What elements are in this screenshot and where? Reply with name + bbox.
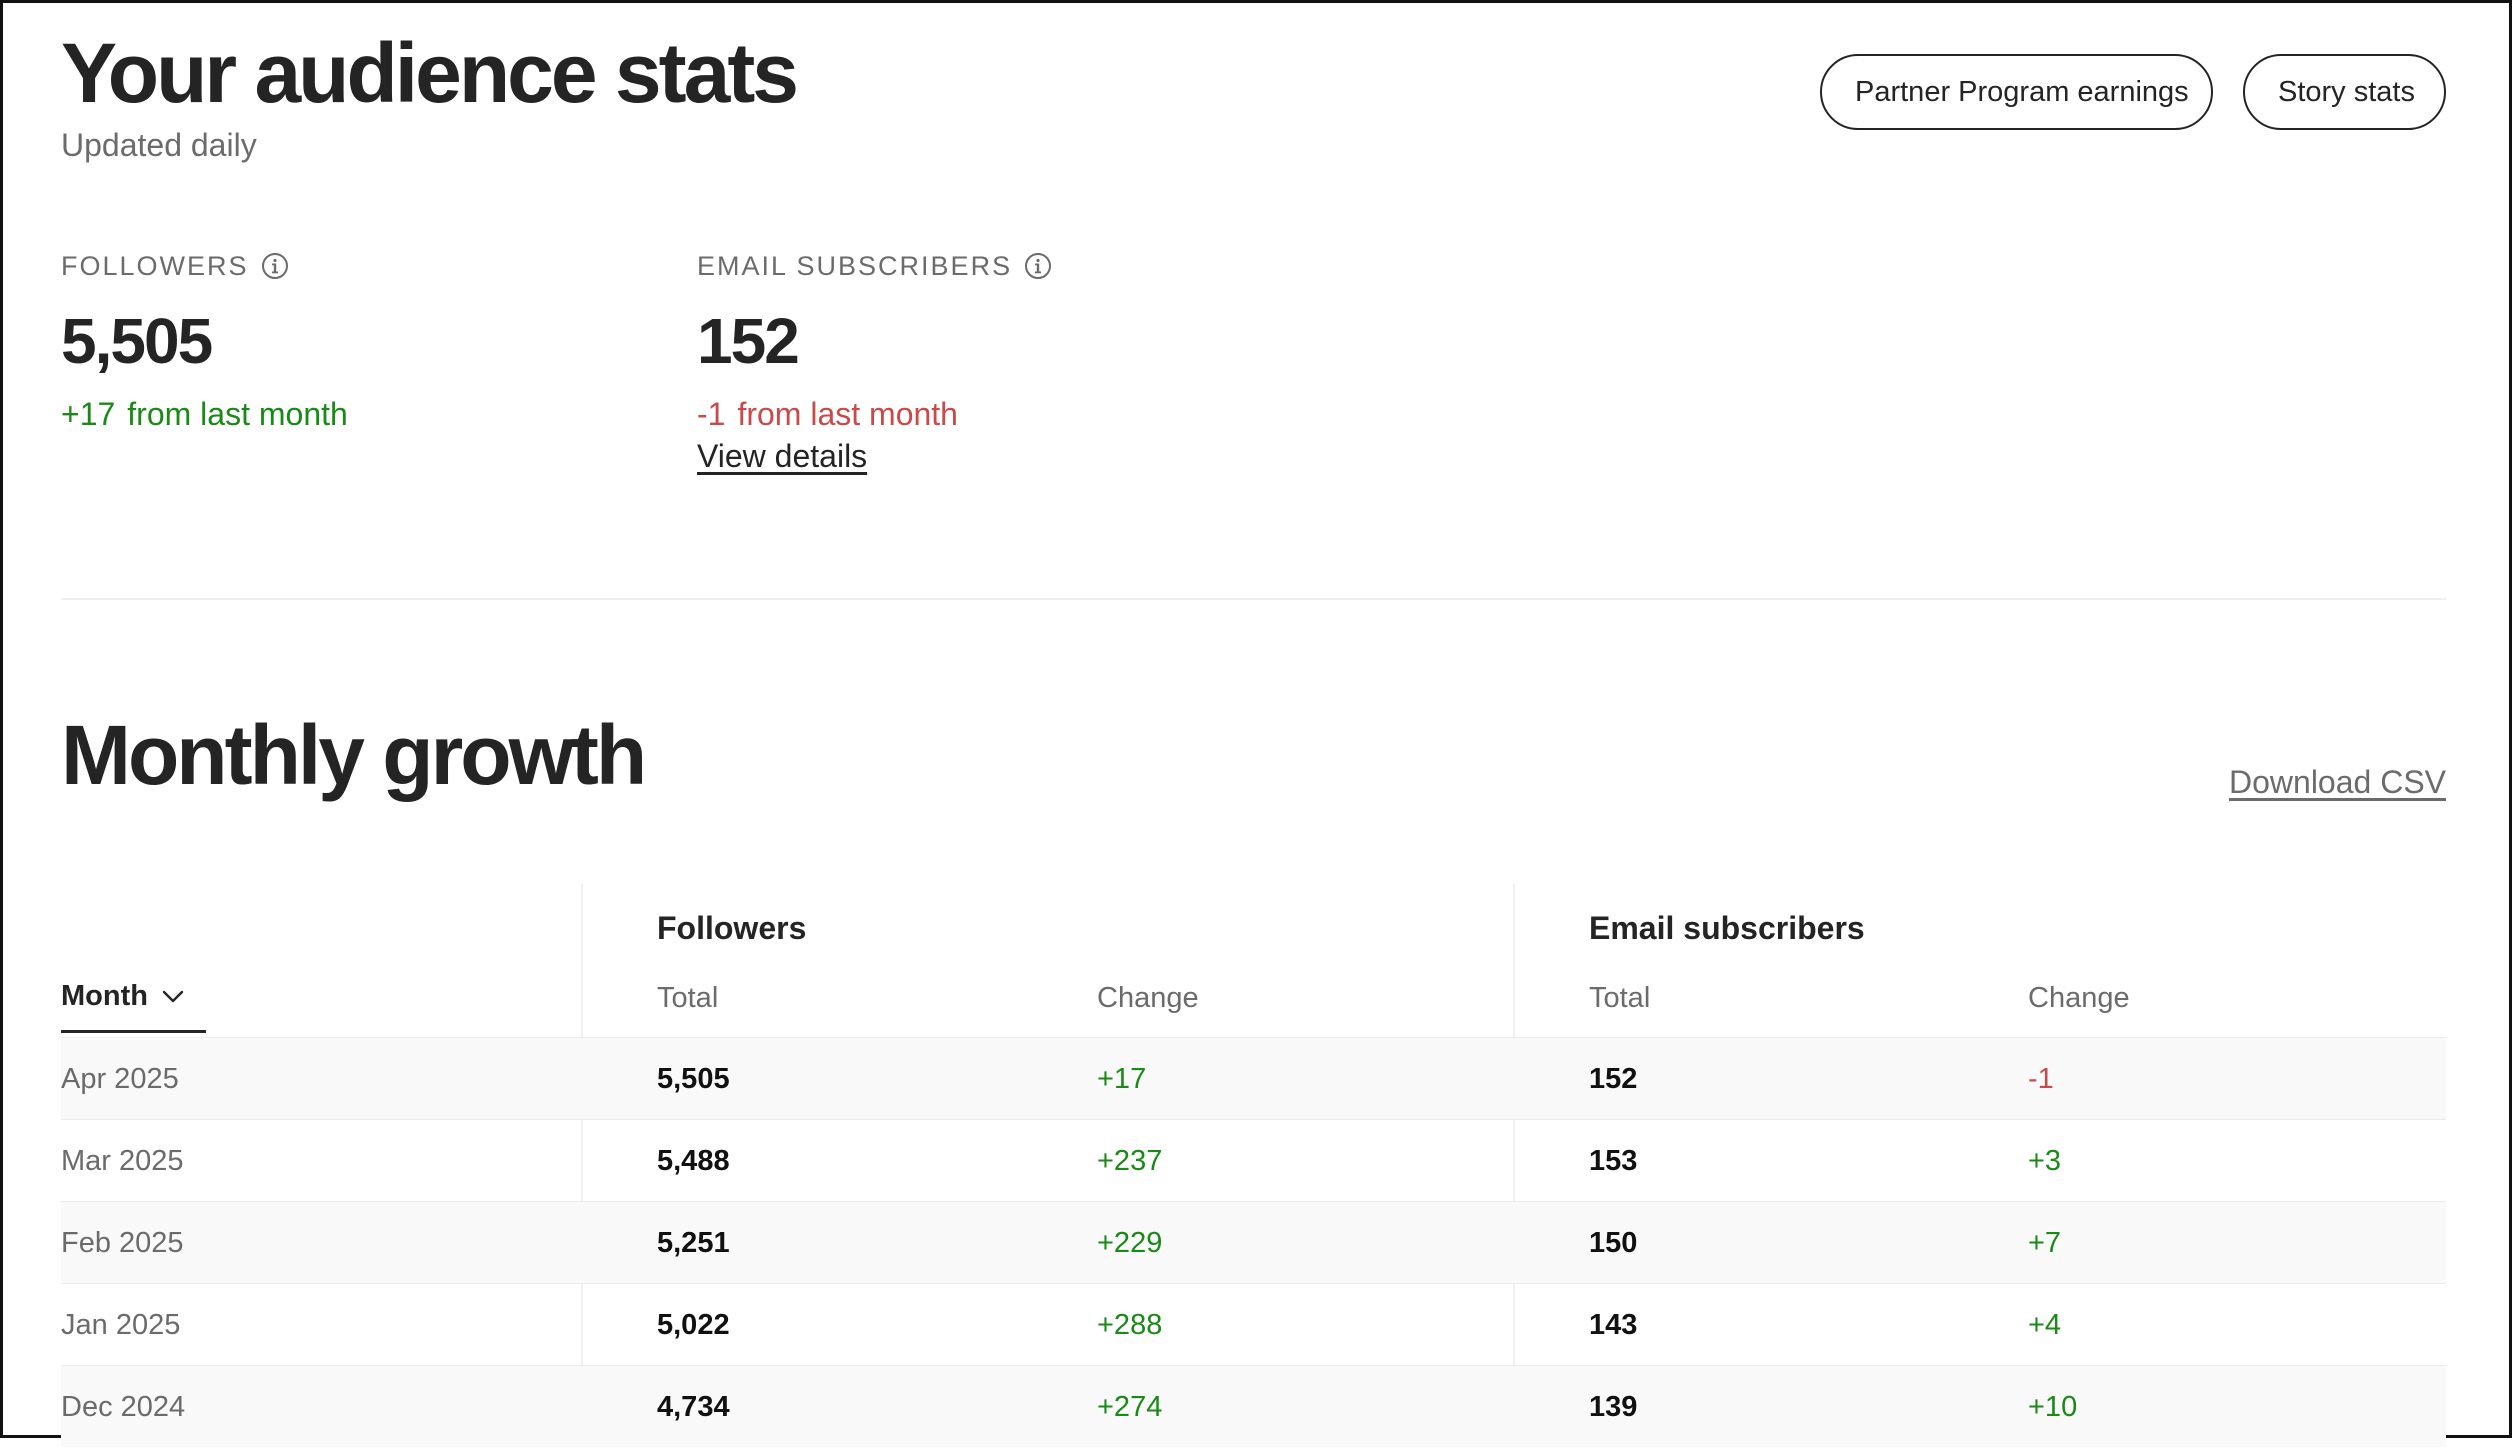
email-change-cell: +10 bbox=[2028, 1391, 2078, 1423]
followers-total-cell: 4,734 bbox=[657, 1391, 730, 1423]
followers-total-cell: 5,251 bbox=[657, 1227, 730, 1259]
month-cell: Jan 2025 bbox=[61, 1309, 181, 1341]
followers-label-row: FOLLOWERS bbox=[61, 246, 348, 286]
followers-change-cell: +274 bbox=[1097, 1391, 1163, 1423]
story-stats-button[interactable]: Story stats bbox=[2243, 54, 2446, 130]
page-title: Your audience stats bbox=[61, 26, 799, 120]
email-change-suffix: from last month bbox=[737, 396, 958, 432]
followers-group-header: Followers bbox=[657, 910, 807, 946]
followers-change: +17 from last month bbox=[61, 392, 348, 436]
info-icon[interactable] bbox=[261, 252, 289, 280]
table-body: Apr 2025 5,505 +17 152 -1 Mar 2025 5,488… bbox=[61, 1037, 2446, 1447]
followers-total-cell: 5,022 bbox=[657, 1309, 730, 1341]
email-subscribers-stat: EMAIL SUBSCRIBERS 152 -1 from last month … bbox=[697, 246, 1052, 476]
table-row: Feb 2025 5,251 +229 150 +7 bbox=[61, 1201, 2446, 1283]
table-row: Jan 2025 5,022 +288 143 +4 bbox=[61, 1283, 2446, 1365]
email-change-header: Change bbox=[2028, 982, 2130, 1014]
followers-change-cell: +288 bbox=[1097, 1309, 1163, 1341]
followers-label: FOLLOWERS bbox=[61, 251, 249, 281]
table-row: Dec 2024 4,734 +274 139 +10 bbox=[61, 1365, 2446, 1447]
email-change-value: -1 bbox=[697, 396, 726, 432]
followers-change-suffix: from last month bbox=[127, 396, 348, 432]
email-total-cell: 150 bbox=[1589, 1227, 1638, 1259]
followers-change-value: +17 bbox=[61, 396, 116, 432]
followers-stat: FOLLOWERS 5,505 +17 from last month bbox=[61, 246, 348, 436]
column-divider bbox=[581, 884, 583, 1444]
column-divider bbox=[1513, 884, 1515, 1444]
followers-total-cell: 5,488 bbox=[657, 1145, 730, 1177]
followers-change-cell: +237 bbox=[1097, 1145, 1163, 1177]
email-change-cell: +4 bbox=[2028, 1309, 2062, 1341]
followers-change-cell: +17 bbox=[1097, 1063, 1147, 1095]
month-cell: Feb 2025 bbox=[61, 1227, 184, 1259]
email-change-cell: +3 bbox=[2028, 1145, 2062, 1177]
email-subscribers-value: 152 bbox=[697, 305, 800, 377]
email-total-header: Total bbox=[1589, 982, 1651, 1014]
download-csv-link[interactable]: Download CSV bbox=[2229, 764, 2446, 800]
followers-value: 5,505 bbox=[61, 305, 213, 377]
month-cell: Apr 2025 bbox=[61, 1063, 179, 1095]
monthly-growth-title: Monthly growth bbox=[61, 708, 647, 802]
email-total-cell: 152 bbox=[1589, 1063, 1638, 1095]
followers-change-cell: +229 bbox=[1097, 1227, 1163, 1259]
chevron-down-icon bbox=[162, 990, 184, 1003]
email-total-cell: 143 bbox=[1589, 1309, 1638, 1341]
view-details-link[interactable]: View details bbox=[697, 438, 868, 474]
info-icon[interactable] bbox=[1024, 252, 1052, 280]
followers-change-header: Change bbox=[1097, 982, 1199, 1014]
email-label-row: EMAIL SUBSCRIBERS bbox=[697, 246, 1052, 286]
email-change-cell: +7 bbox=[2028, 1227, 2062, 1259]
table-row: Mar 2025 5,488 +237 153 +3 bbox=[61, 1119, 2446, 1201]
month-cell: Mar 2025 bbox=[61, 1145, 184, 1177]
email-subscribers-group-header: Email subscribers bbox=[1589, 910, 1865, 946]
followers-total-cell: 5,505 bbox=[657, 1063, 730, 1095]
email-total-cell: 139 bbox=[1589, 1391, 1638, 1423]
updated-daily-note: Updated daily bbox=[61, 127, 257, 163]
section-divider bbox=[61, 598, 2446, 600]
email-total-cell: 153 bbox=[1589, 1145, 1638, 1177]
followers-total-header: Total bbox=[657, 982, 719, 1014]
table-row: Apr 2025 5,505 +17 152 -1 bbox=[61, 1037, 2446, 1119]
month-cell: Dec 2024 bbox=[61, 1391, 186, 1423]
email-subscribers-change: -1 from last month bbox=[697, 392, 1052, 436]
month-sort-header[interactable]: Month bbox=[61, 976, 206, 1033]
email-subscribers-label: EMAIL SUBSCRIBERS bbox=[697, 251, 1013, 281]
email-change-cell: -1 bbox=[2028, 1063, 2054, 1095]
partner-program-earnings-button[interactable]: Partner Program earnings bbox=[1820, 54, 2213, 130]
month-header-label: Month bbox=[61, 980, 148, 1012]
audience-stats-page: Your audience stats Updated daily Partne… bbox=[61, 0, 2446, 1447]
